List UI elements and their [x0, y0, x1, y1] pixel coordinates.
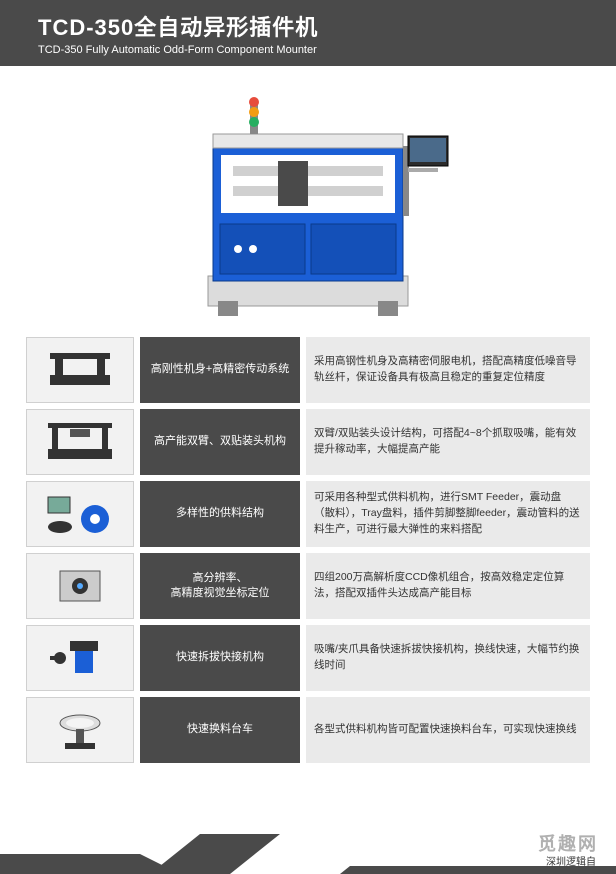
- feature-label: 高刚性机身+高精密传动系统: [140, 337, 300, 403]
- feature-thumb: [26, 337, 134, 403]
- title-english: TCD-350 Fully Automatic Odd-Form Compone…: [38, 44, 616, 56]
- feature-label: 高分辨率、 高精度视觉坐标定位: [140, 553, 300, 619]
- feature-desc: 各型式供料机构皆可配置快速换料台车，可实现快速换线: [306, 697, 590, 763]
- feature-desc: 采用高钢性机身及高精密伺服电机，搭配高精度低噪音导轨丝杆，保证设备具有极高且稳定…: [306, 337, 590, 403]
- feature-thumb: [26, 481, 134, 547]
- feature-thumb: [26, 409, 134, 475]
- title-chinese: TCD-350全自动异形插件机: [38, 10, 616, 42]
- feature-desc: 吸嘴/夹爪具备快速拆拔快接机构，换线快速，大幅节约换线时间: [306, 625, 590, 691]
- features-list: 高刚性机身+高精密传动系统 采用高钢性机身及高精密伺服电机，搭配高精度低噪音导轨…: [0, 337, 616, 763]
- feature-row: 快速换料台车 各型式供料机构皆可配置快速换料台车，可实现快速换线: [26, 697, 590, 763]
- feature-row: 高刚性机身+高精密传动系统 采用高钢性机身及高精密伺服电机，搭配高精度低噪音导轨…: [26, 337, 590, 403]
- feature-label: 高产能双臂、双贴装头机构: [140, 409, 300, 475]
- hero-image-area: [0, 66, 616, 337]
- feature-row: 快速拆拔快接机构 吸嘴/夹爪具备快速拆拔快接机构，换线快速，大幅节约换线时间: [26, 625, 590, 691]
- feature-thumb: [26, 553, 134, 619]
- page: TCD-350全自动异形插件机 TCD-350 Fully Automatic …: [0, 0, 616, 874]
- feature-label: 多样性的供料结构: [140, 481, 300, 547]
- header: TCD-350全自动异形插件机 TCD-350 Fully Automatic …: [0, 0, 616, 66]
- feature-row: 多样性的供料结构 可采用各种型式供料机构，进行SMT Feeder，震动盘（散料…: [26, 481, 590, 547]
- machine-illustration: [158, 86, 458, 321]
- feature-label: 快速拆拔快接机构: [140, 625, 300, 691]
- feature-thumb: [26, 697, 134, 763]
- footer-decoration: [0, 804, 616, 874]
- feature-row: 高分辨率、 高精度视觉坐标定位 四组200万高解析度CCD像机组合，按高效稳定定…: [26, 553, 590, 619]
- feature-thumb: [26, 625, 134, 691]
- watermark: 觅趣网: [538, 830, 598, 856]
- feature-desc: 可采用各种型式供料机构，进行SMT Feeder，震动盘（散料），Tray盘料，…: [306, 481, 590, 547]
- feature-desc: 四组200万高解析度CCD像机组合，按高效稳定定位算法，搭配双插件头达成高产能目…: [306, 553, 590, 619]
- feature-row: 高产能双臂、双贴装头机构 双臂/双贴装头设计结构，可搭配4~8个抓取吸嘴，能有效…: [26, 409, 590, 475]
- feature-desc: 双臂/双贴装头设计结构，可搭配4~8个抓取吸嘴，能有效提升稼动率，大幅提高产能: [306, 409, 590, 475]
- feature-label: 快速换料台车: [140, 697, 300, 763]
